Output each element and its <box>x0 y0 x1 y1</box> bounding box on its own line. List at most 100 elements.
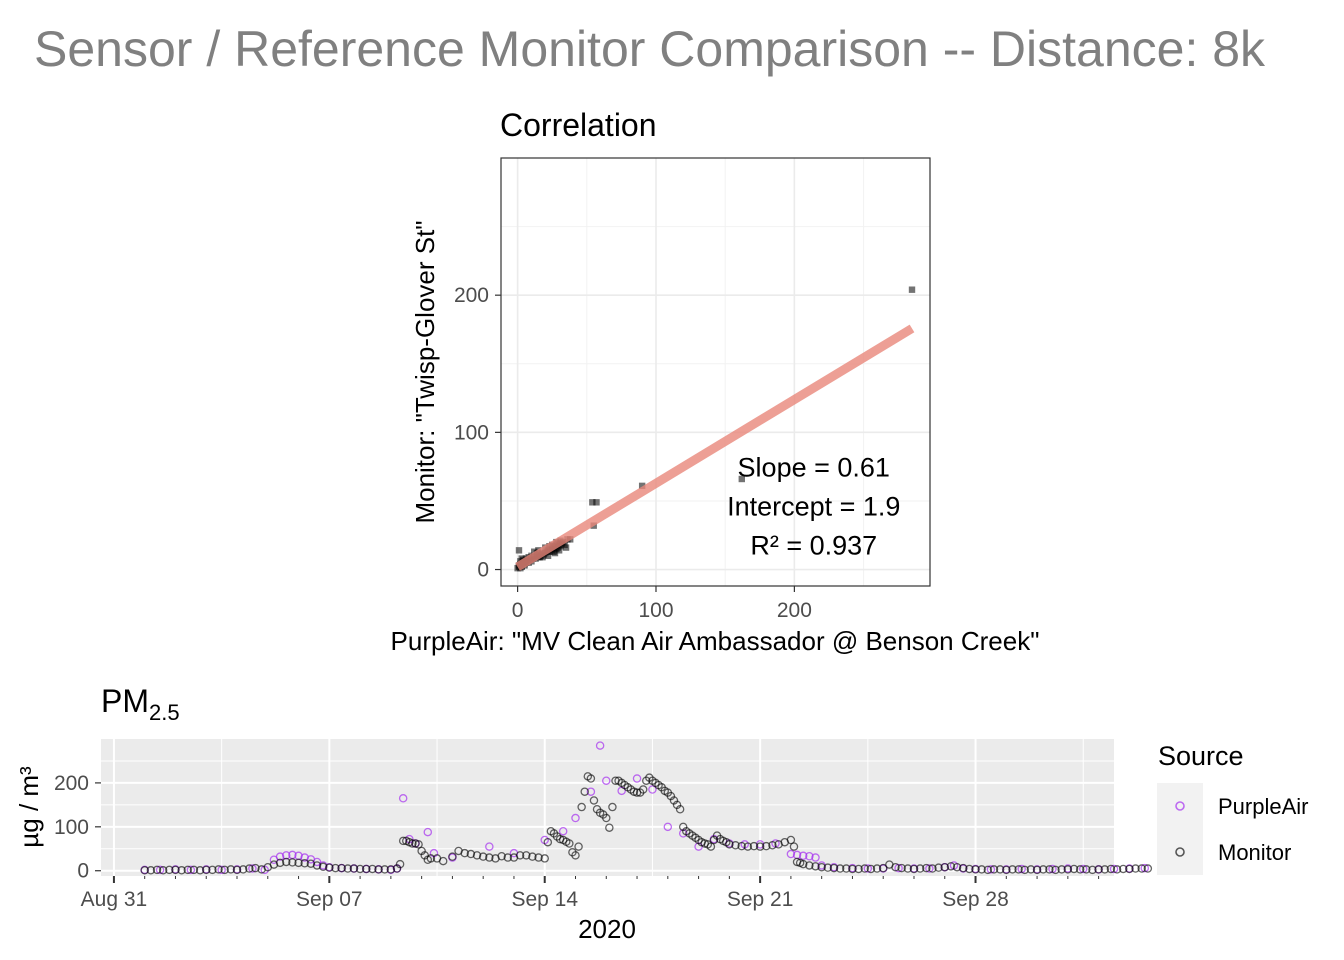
ts-point-monitor <box>374 865 383 874</box>
correlation-panel-border <box>500 157 931 587</box>
ts-point-monitor <box>878 863 888 873</box>
ts-point-purpleair <box>925 864 934 873</box>
ts-point-monitor <box>1020 865 1030 875</box>
ts-point-monitor <box>731 841 740 850</box>
ts-x-tick-label: Aug 31 <box>81 888 148 911</box>
legend-key-bg-purpleair <box>1157 783 1203 829</box>
ts-point-monitor <box>331 863 340 873</box>
ts-point-monitor <box>580 787 589 796</box>
ts-point-purpleair <box>798 851 808 861</box>
ts-point-monitor <box>762 841 771 851</box>
ts-point-monitor <box>565 839 574 848</box>
ts-point-monitor <box>408 839 417 848</box>
ts-point-monitor <box>195 866 205 875</box>
ts-point-monitor <box>349 864 359 873</box>
corr-y-tick-label: 100 <box>454 421 489 444</box>
ts-point-monitor <box>934 863 943 872</box>
ts-point-monitor <box>362 864 371 874</box>
ts-point-monitor <box>1026 865 1036 874</box>
ts-point-monitor <box>485 853 494 862</box>
ts-point-monitor <box>1094 865 1103 874</box>
ts-point-purpleair <box>1109 864 1119 874</box>
corr-annotation-line: R² = 0.937 <box>750 530 877 560</box>
ts-point-monitor <box>1131 864 1140 873</box>
ts-point-monitor <box>158 866 168 875</box>
ts-point-monitor <box>586 774 596 783</box>
ts-point-monitor <box>786 835 796 845</box>
ts-point-purpleair <box>663 822 673 832</box>
ts-point-monitor <box>577 802 586 812</box>
legend-key-monitor <box>1175 847 1185 857</box>
ts-point-monitor <box>977 865 986 874</box>
ts-point-monitor <box>214 865 223 874</box>
ts-point-monitor <box>571 851 580 860</box>
ts-point-monitor <box>201 865 211 875</box>
ts-point-monitor <box>288 858 297 867</box>
main-title: Sensor / Reference Monitor Comparison --… <box>34 21 1266 77</box>
ts-point-monitor <box>805 861 814 870</box>
ts-point-purpleair <box>186 865 196 875</box>
ts-point-monitor <box>220 865 229 875</box>
corr-annotation-line: Slope = 0.61 <box>738 452 890 482</box>
ts-point-purpleair <box>312 857 322 867</box>
ts-y-tick-label: 0 <box>77 860 89 883</box>
ts-x-tick-label: Sep 28 <box>942 888 1009 911</box>
ts-point-monitor <box>478 852 488 861</box>
legend-label-monitor: Monitor <box>1218 840 1291 865</box>
ts-point-monitor <box>866 864 876 874</box>
ts-point-purpleair <box>1078 864 1088 874</box>
ts-point-purpleair <box>398 794 408 803</box>
ts-point-monitor <box>275 858 285 868</box>
timeseries-title-main: PM <box>101 683 149 719</box>
ts-point-monitor <box>891 862 900 872</box>
ts-point-monitor <box>725 840 734 849</box>
ts-point-monitor <box>245 864 254 873</box>
ts-point-monitor <box>189 865 199 875</box>
ts-point-monitor <box>238 865 248 874</box>
ts-point-purpleair <box>863 864 873 873</box>
ts-point-monitor <box>605 823 614 832</box>
ts-point-monitor <box>183 865 193 875</box>
ts-point-monitor <box>152 865 162 875</box>
ts-point-monitor <box>269 860 279 869</box>
ts-point-monitor <box>448 852 457 861</box>
ts-point-monitor <box>226 865 236 874</box>
ts-point-monitor <box>737 841 746 851</box>
ts-point-monitor <box>294 858 303 868</box>
ts-point-monitor <box>1137 864 1146 873</box>
ts-point-monitor <box>1106 864 1116 874</box>
ts-point-monitor <box>208 865 217 875</box>
ts-point-purpleair <box>811 853 820 862</box>
ts-point-monitor <box>675 805 685 814</box>
ts-point-monitor <box>860 864 870 873</box>
ts-point-monitor <box>515 851 525 860</box>
ts-point-monitor <box>165 865 174 875</box>
corr-x-tick-label: 200 <box>777 599 812 622</box>
ts-point-monitor <box>325 863 334 872</box>
correlation-title: Correlation <box>500 107 657 143</box>
ts-point-monitor <box>232 865 242 875</box>
ts-point-monitor <box>811 862 820 871</box>
ts-point-monitor <box>503 853 513 862</box>
ts-point-monitor <box>177 866 186 875</box>
ts-point-monitor <box>946 862 956 871</box>
ts-point-monitor <box>1125 864 1134 874</box>
ts-point-monitor <box>171 865 180 875</box>
ts-point-monitor <box>842 864 851 873</box>
ts-point-monitor <box>1051 865 1060 875</box>
ts-point-monitor <box>395 859 405 869</box>
ts-point-monitor <box>922 863 931 873</box>
corr-point <box>555 547 563 554</box>
ts-point-purpleair <box>648 785 657 794</box>
ts-point-monitor <box>1038 865 1048 874</box>
ts-point-monitor <box>1112 865 1122 874</box>
ts-point-monitor <box>589 796 599 805</box>
ts-point-purpleair <box>595 741 605 750</box>
timeseries-title-subscript: 2.5 <box>149 700 180 725</box>
legend-key-bg-monitor <box>1157 829 1203 875</box>
ts-point-monitor <box>251 863 260 873</box>
correlation-annotation: Slope = 0.61 Intercept = 1.9 R² = 0.937 <box>727 452 900 560</box>
corr-y-tick-label: 0 <box>477 559 489 582</box>
ts-point-monitor <box>1002 865 1011 875</box>
corr-x-tick-label: 100 <box>638 599 673 622</box>
